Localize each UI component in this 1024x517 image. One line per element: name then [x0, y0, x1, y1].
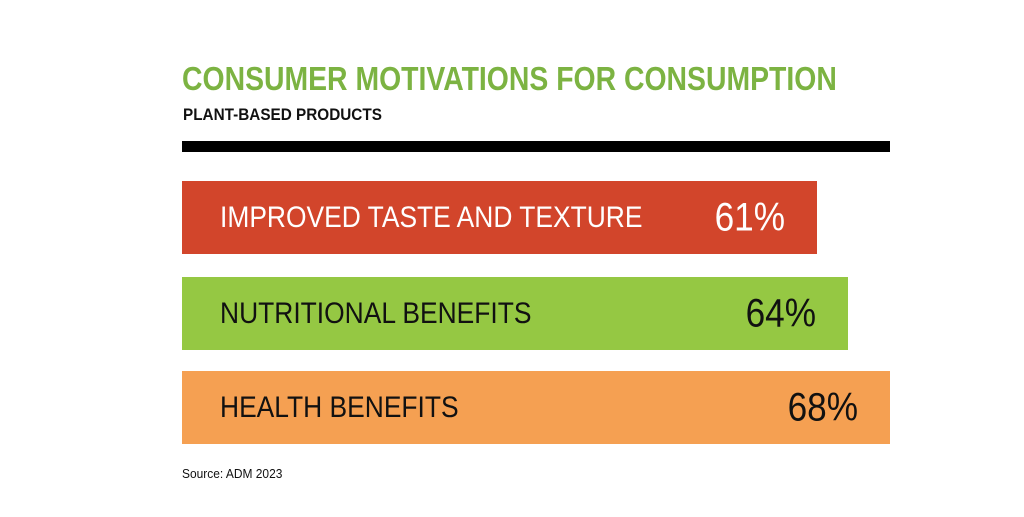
- chart-title: CONSUMER MOTIVATIONS FOR CONSUMPTION: [182, 60, 837, 97]
- bar-value-1: 61%: [714, 195, 786, 239]
- bar-3: HEALTH BENEFITS 68%: [182, 371, 890, 444]
- chart-subtitle: PLANT-BASED PRODUCTS: [183, 105, 382, 124]
- bar-label-1: IMPROVED TASTE AND TEXTURE: [220, 200, 643, 234]
- bar-value-3: 68%: [787, 385, 858, 429]
- bar-label-2: NUTRITIONAL BENEFITS: [220, 296, 532, 330]
- source-note: Source: ADM 2023: [182, 466, 283, 481]
- bar-chart: IMPROVED TASTE AND TEXTURE 61% NUTRITIONAL…: [182, 0, 890, 517]
- bar-2: NUTRITIONAL BENEFITS 64%: [182, 277, 849, 350]
- bar-label-3: HEALTH BENEFITS: [220, 390, 459, 424]
- bar-1: IMPROVED TASTE AND TEXTURE 61%: [182, 181, 818, 254]
- title-divider: [182, 141, 890, 152]
- bar-value-2: 64%: [745, 291, 817, 335]
